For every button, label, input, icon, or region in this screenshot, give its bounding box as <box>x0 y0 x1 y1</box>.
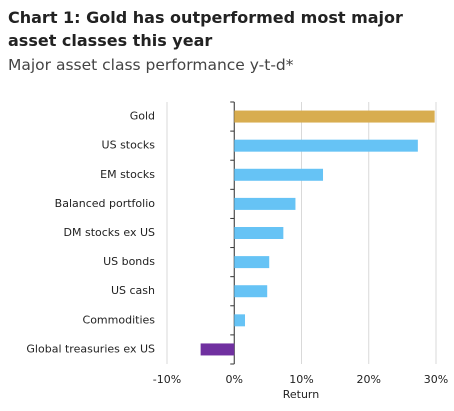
bar <box>234 139 418 152</box>
bar <box>234 314 246 327</box>
y-tick-label: Balanced portfolio <box>55 197 156 210</box>
bar <box>234 110 435 123</box>
bar <box>234 168 324 181</box>
chart-title: Chart 1: Gold has outperformed most majo… <box>8 8 403 50</box>
y-tick-label: Global treasuries ex US <box>26 342 155 355</box>
y-tick-label: US bonds <box>103 255 155 268</box>
y-tick-label: EM stocks <box>100 168 155 181</box>
y-tick-label: DM stocks ex US <box>64 226 156 239</box>
x-tick-label: -10% <box>153 373 181 386</box>
y-tick-label: US stocks <box>102 139 156 152</box>
x-tick-label: 20% <box>357 373 381 386</box>
bar <box>234 197 296 210</box>
x-tick-label: 0% <box>226 373 243 386</box>
bar <box>234 256 270 269</box>
bar <box>234 227 284 239</box>
y-tick-label: Commodities <box>83 313 156 326</box>
x-tick-label: 10% <box>289 373 313 386</box>
chart-subtitle: Major asset class performance y-t-d* <box>8 56 294 74</box>
y-tick-label: US cash <box>111 284 155 297</box>
x-tick-label: 30% <box>424 373 448 386</box>
bar <box>234 285 268 298</box>
bar <box>200 343 235 356</box>
x-axis-label: Return <box>283 388 320 401</box>
y-tick-label: Gold <box>130 110 155 123</box>
